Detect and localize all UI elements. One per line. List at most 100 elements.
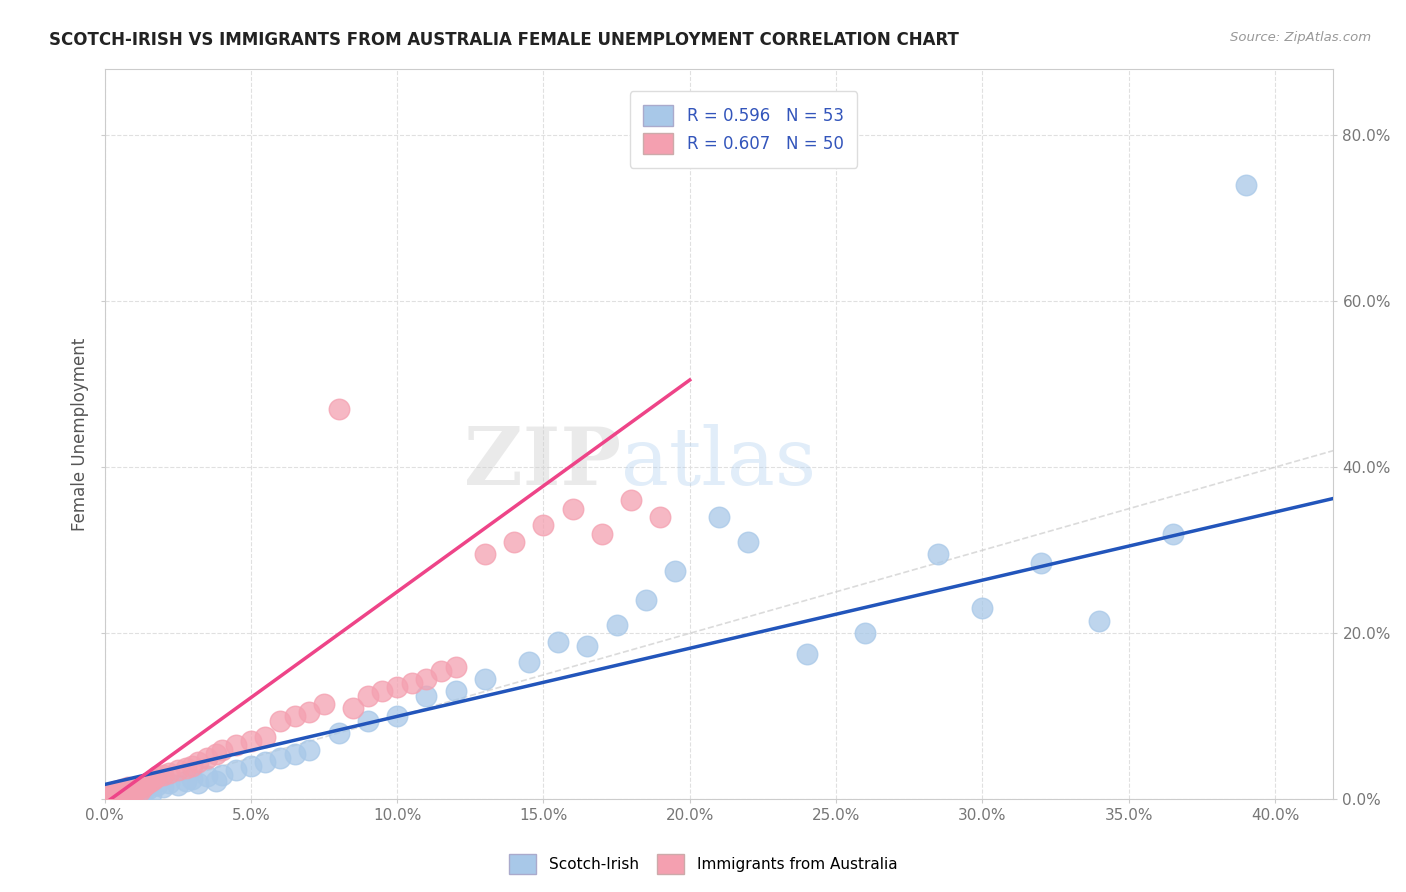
Point bbox=[474, 672, 496, 686]
Point bbox=[211, 767, 233, 781]
Point bbox=[138, 776, 160, 790]
Point bbox=[561, 501, 583, 516]
Point bbox=[131, 780, 153, 794]
Point bbox=[176, 774, 198, 789]
Point bbox=[796, 647, 818, 661]
Point bbox=[146, 777, 169, 791]
Point bbox=[105, 784, 128, 798]
Point bbox=[972, 601, 994, 615]
Point bbox=[547, 634, 569, 648]
Point bbox=[134, 780, 156, 794]
Point bbox=[385, 681, 408, 695]
Point bbox=[122, 789, 145, 803]
Point bbox=[157, 776, 180, 790]
Point bbox=[195, 751, 218, 765]
Point bbox=[98, 786, 121, 800]
Point bbox=[111, 789, 134, 804]
Point bbox=[444, 659, 467, 673]
Point bbox=[284, 747, 307, 761]
Point bbox=[114, 787, 136, 801]
Point bbox=[415, 672, 437, 686]
Point bbox=[517, 656, 540, 670]
Point bbox=[401, 676, 423, 690]
Text: ZIP: ZIP bbox=[464, 425, 620, 502]
Point bbox=[166, 777, 188, 791]
Y-axis label: Female Unemployment: Female Unemployment bbox=[72, 337, 89, 531]
Point bbox=[134, 777, 156, 791]
Point bbox=[430, 664, 453, 678]
Point bbox=[298, 705, 321, 719]
Point bbox=[98, 786, 121, 800]
Point bbox=[141, 787, 163, 801]
Point bbox=[204, 747, 226, 761]
Point bbox=[239, 759, 262, 773]
Point bbox=[737, 535, 759, 549]
Point bbox=[122, 786, 145, 800]
Point bbox=[103, 789, 125, 804]
Text: atlas: atlas bbox=[620, 425, 815, 502]
Point bbox=[181, 759, 204, 773]
Point bbox=[328, 726, 350, 740]
Point bbox=[117, 782, 139, 797]
Point bbox=[650, 510, 672, 524]
Point bbox=[96, 789, 118, 803]
Point bbox=[444, 684, 467, 698]
Point bbox=[606, 618, 628, 632]
Point bbox=[707, 510, 730, 524]
Point bbox=[152, 767, 174, 781]
Point bbox=[157, 765, 180, 780]
Point bbox=[187, 776, 209, 790]
Point bbox=[298, 742, 321, 756]
Point bbox=[357, 689, 380, 703]
Point bbox=[141, 774, 163, 789]
Point bbox=[927, 548, 949, 562]
Point bbox=[131, 786, 153, 800]
Point bbox=[108, 788, 131, 802]
Point bbox=[108, 788, 131, 802]
Legend: R = 0.596   N = 53, R = 0.607   N = 50: R = 0.596 N = 53, R = 0.607 N = 50 bbox=[630, 92, 858, 168]
Point bbox=[143, 772, 166, 786]
Point bbox=[269, 714, 291, 728]
Point bbox=[576, 639, 599, 653]
Point bbox=[103, 789, 125, 804]
Text: SCOTCH-IRISH VS IMMIGRANTS FROM AUSTRALIA FEMALE UNEMPLOYMENT CORRELATION CHART: SCOTCH-IRISH VS IMMIGRANTS FROM AUSTRALI… bbox=[49, 31, 959, 49]
Point bbox=[120, 785, 142, 799]
Point bbox=[1234, 178, 1257, 192]
Point bbox=[474, 548, 496, 562]
Point bbox=[225, 764, 247, 778]
Point bbox=[187, 755, 209, 769]
Point bbox=[138, 782, 160, 797]
Point bbox=[269, 751, 291, 765]
Point bbox=[239, 734, 262, 748]
Point bbox=[111, 782, 134, 797]
Point bbox=[166, 764, 188, 778]
Point bbox=[117, 780, 139, 794]
Point bbox=[1161, 526, 1184, 541]
Point bbox=[284, 709, 307, 723]
Point bbox=[371, 684, 394, 698]
Point bbox=[385, 709, 408, 723]
Point bbox=[128, 784, 150, 798]
Point bbox=[664, 564, 686, 578]
Point bbox=[181, 772, 204, 786]
Point bbox=[620, 493, 643, 508]
Text: Source: ZipAtlas.com: Source: ZipAtlas.com bbox=[1230, 31, 1371, 45]
Point bbox=[195, 769, 218, 783]
Point bbox=[1029, 556, 1052, 570]
Point bbox=[120, 785, 142, 799]
Point bbox=[312, 697, 335, 711]
Point bbox=[415, 689, 437, 703]
Point bbox=[328, 402, 350, 417]
Point bbox=[254, 730, 277, 744]
Point bbox=[128, 784, 150, 798]
Point bbox=[105, 784, 128, 798]
Point bbox=[204, 774, 226, 789]
Point bbox=[533, 518, 555, 533]
Point bbox=[225, 739, 247, 753]
Point bbox=[96, 789, 118, 803]
Legend: Scotch-Irish, Immigrants from Australia: Scotch-Irish, Immigrants from Australia bbox=[503, 848, 903, 880]
Point bbox=[152, 780, 174, 794]
Point bbox=[254, 755, 277, 769]
Point bbox=[853, 626, 876, 640]
Point bbox=[211, 742, 233, 756]
